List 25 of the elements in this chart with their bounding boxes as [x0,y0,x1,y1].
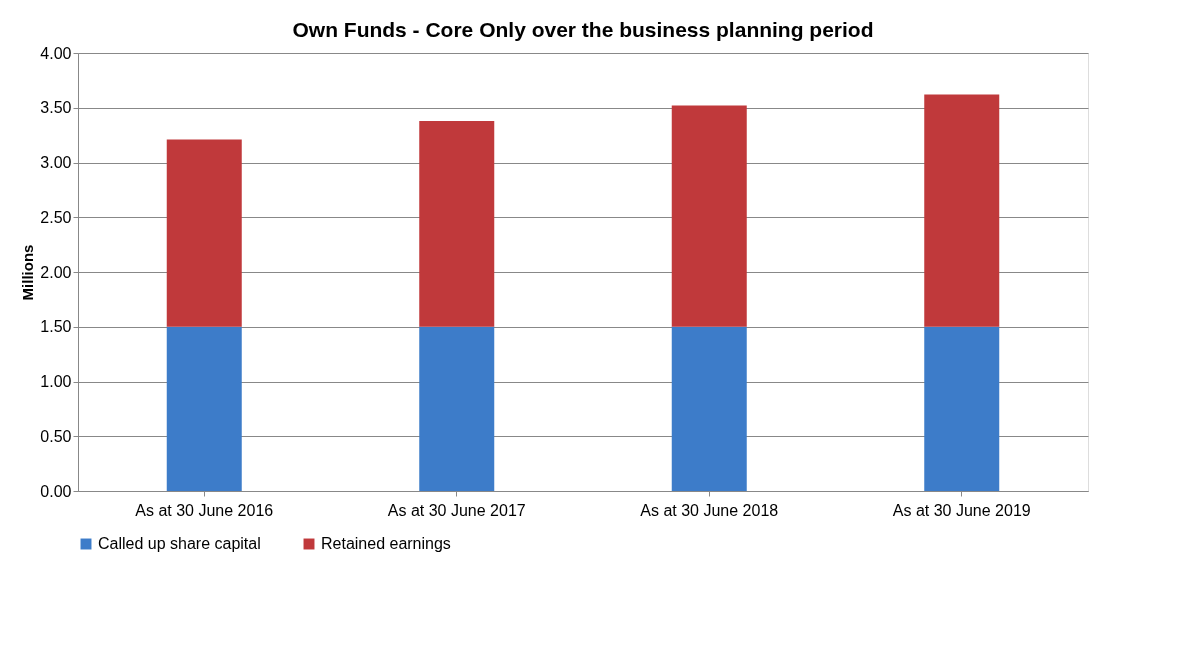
bar [166,139,242,327]
x-tick-label: As at 30 June 2018 [640,501,779,519]
bar [419,120,495,327]
legend-label: Retained earnings [321,535,451,552]
y-tick-label: 4.00 [40,44,72,62]
y-tick-label: 1.50 [40,318,72,336]
bar [166,326,242,491]
y-tick-label: 3.50 [40,99,72,117]
x-tick-label: As at 30 June 2017 [387,501,526,519]
bar [671,326,747,491]
y-tick-label: 0.00 [40,482,72,500]
x-tick-label: As at 30 June 2016 [135,501,274,519]
legend-label: Called up share capital [98,535,261,552]
y-axis-title: Millions [19,244,37,301]
y-tick-label: 2.50 [40,208,72,226]
bar [671,105,747,327]
y-tick-label: 3.00 [40,154,72,171]
bar [419,326,495,491]
bar [924,94,1000,327]
y-tick-label: 1.00 [40,373,72,390]
x-tick-label: As at 30 June 2019 [892,501,1031,519]
bar [924,326,1000,491]
chart-title: Own Funds - Core Only over the business planning period [292,18,874,41]
y-tick-label: 0.50 [40,427,72,445]
y-tick-label: 2.00 [40,263,72,281]
